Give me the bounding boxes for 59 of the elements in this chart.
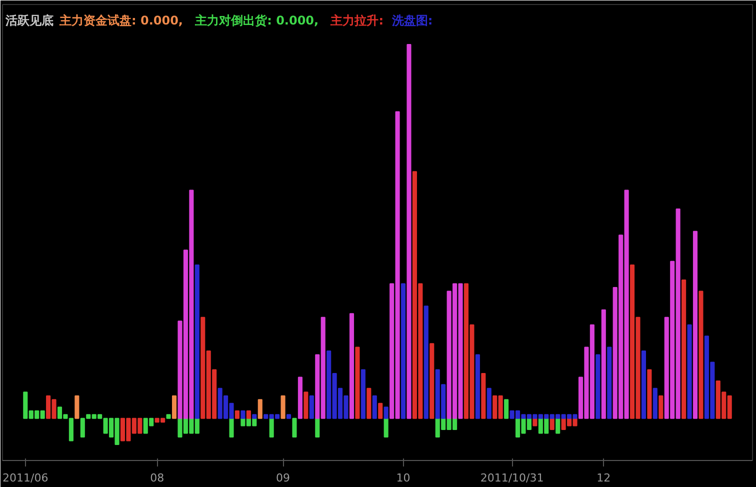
bar <box>246 410 251 419</box>
bar <box>286 414 292 419</box>
x-tick-label: 08 <box>150 472 164 484</box>
text: 主力拉升: <box>330 14 384 28</box>
bar <box>384 406 388 419</box>
x-tick-label: 2011/06 <box>2 472 48 484</box>
bar <box>658 395 664 419</box>
bar <box>280 395 286 419</box>
bar <box>504 399 509 419</box>
bar <box>486 388 492 419</box>
bar <box>74 395 80 419</box>
bar <box>372 395 377 419</box>
bar <box>692 230 698 419</box>
bar <box>349 313 354 419</box>
bar <box>229 418 234 438</box>
bar <box>360 369 366 419</box>
text: 主力资金试盘: 0.000, <box>58 14 183 28</box>
bar <box>298 376 302 419</box>
bar <box>384 418 388 438</box>
text: 洗盘图: <box>390 14 433 28</box>
bar <box>240 410 246 419</box>
bar <box>424 306 428 419</box>
bar <box>304 392 308 419</box>
bar <box>355 346 360 419</box>
bar <box>475 354 480 419</box>
bar <box>430 343 434 419</box>
bar <box>532 418 538 426</box>
bar <box>172 395 177 419</box>
bar <box>607 346 612 419</box>
bar <box>652 388 658 419</box>
bar <box>366 388 372 419</box>
bar <box>406 44 412 419</box>
x-tick-label: 09 <box>276 472 290 484</box>
bar <box>550 418 554 430</box>
bar <box>647 369 652 419</box>
bar <box>309 395 314 419</box>
bar <box>400 283 406 419</box>
bar <box>378 402 383 419</box>
x-tick-label: 12 <box>596 472 611 484</box>
bar <box>682 280 686 419</box>
bar <box>641 350 646 419</box>
bar <box>601 309 606 419</box>
bar <box>252 414 257 419</box>
bar <box>292 418 297 438</box>
bar <box>269 418 274 438</box>
bar <box>481 372 486 419</box>
bar <box>194 264 200 419</box>
bar <box>315 418 320 438</box>
bar <box>687 324 692 419</box>
bar <box>258 399 262 419</box>
bar <box>698 290 704 419</box>
bar <box>166 414 171 419</box>
chart-title: 活跃见底 <box>4 14 54 28</box>
bar <box>234 410 240 419</box>
x-tick-label: 10 <box>396 472 410 484</box>
text: 主力对倒出货: 0.000, <box>194 14 319 28</box>
bar <box>556 418 560 434</box>
bar <box>596 354 600 419</box>
x-tick-label: 2011/10/31 <box>480 472 544 484</box>
